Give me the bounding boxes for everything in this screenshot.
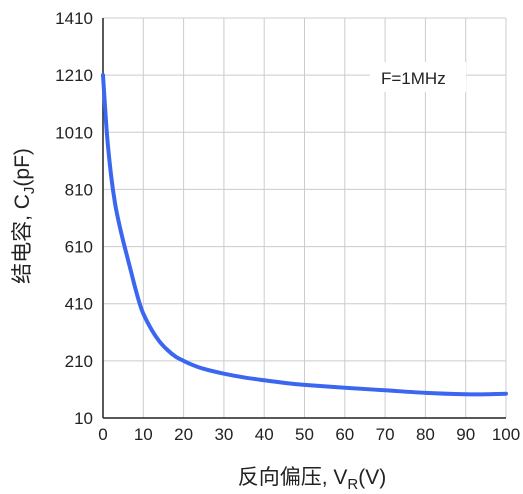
x-tick-label: 10: [134, 425, 153, 444]
y-axis-label: 结电容, CJ(pF): [11, 148, 38, 284]
x-tick-labels: 0 10 20 30 40 50 60 70 80 90 100: [98, 425, 520, 444]
annotation-background: [370, 62, 466, 92]
series-line: [101, 73, 508, 397]
y-tick-label: 210: [65, 352, 93, 371]
x-tick-label: 100: [492, 425, 520, 444]
x-tick-label: 20: [174, 425, 193, 444]
x-tick-label: 70: [376, 425, 395, 444]
x-axis-label-subscript: R: [347, 476, 358, 493]
grid: [103, 17, 507, 418]
x-axis-label-unit: (V): [358, 466, 386, 489]
x-tick-label: 30: [214, 425, 233, 444]
x-tick-label: 50: [295, 425, 314, 444]
y-axis-label-unit: (pF): [11, 148, 34, 187]
y-tick-label: 810: [65, 180, 93, 199]
annotation-frequency: F=1MHz: [381, 69, 446, 88]
y-axis-label-subscript: J: [21, 187, 38, 195]
x-tick-label: 40: [255, 425, 274, 444]
y-tick-labels: 10 210 410 610 810 1010 1210 1410: [55, 9, 93, 428]
y-axis-label-main: 结电容, C: [11, 194, 34, 284]
y-tick-label: 410: [65, 295, 93, 314]
y-tick-label: 1410: [55, 9, 93, 28]
x-axis-label: 反向偏压, VR(V): [238, 466, 387, 493]
y-tick-label: 10: [74, 409, 93, 428]
y-tick-label: 610: [65, 238, 93, 257]
x-axis-label-main: 反向偏压, V: [238, 466, 348, 489]
x-tick-label: 0: [98, 425, 107, 444]
y-tick-label: 1210: [55, 66, 93, 85]
x-tick-label: 60: [335, 425, 354, 444]
x-tick-label: 90: [456, 425, 475, 444]
x-tick-label: 80: [416, 425, 435, 444]
y-tick-label: 1010: [55, 123, 93, 142]
